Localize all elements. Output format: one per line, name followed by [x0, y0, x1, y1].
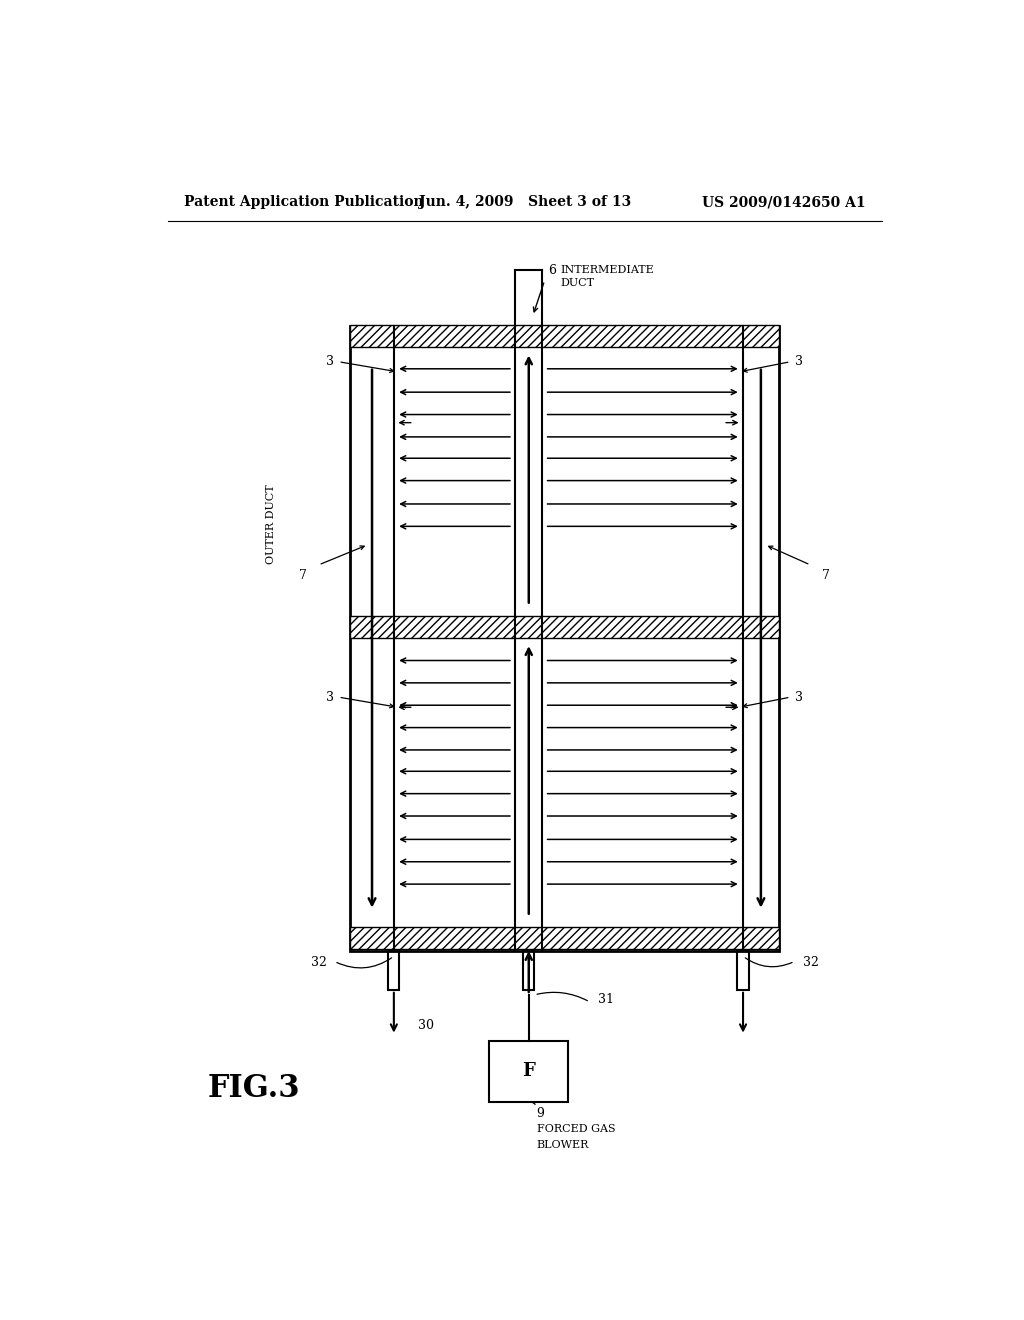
Text: 6: 6 [549, 264, 557, 277]
Text: 7: 7 [822, 569, 830, 582]
Text: 7: 7 [299, 569, 306, 582]
Text: 3: 3 [795, 690, 803, 704]
Text: F: F [522, 1063, 536, 1080]
Text: 30: 30 [418, 1019, 434, 1032]
Text: OUTER DUCT: OUTER DUCT [266, 484, 275, 564]
Text: INTERMEDIATE: INTERMEDIATE [560, 265, 654, 275]
Text: Jun. 4, 2009   Sheet 3 of 13: Jun. 4, 2009 Sheet 3 of 13 [419, 195, 631, 209]
Text: DUCT: DUCT [560, 279, 595, 288]
Text: 9: 9 [537, 1106, 545, 1119]
Text: 3: 3 [327, 355, 334, 368]
Bar [350, 927, 778, 949]
Text: US 2009/0142650 A1: US 2009/0142650 A1 [702, 195, 866, 209]
Text: 31: 31 [598, 994, 613, 1006]
Bar [350, 615, 778, 638]
Bar [350, 325, 778, 347]
Text: 3: 3 [795, 355, 803, 368]
Bar [523, 952, 535, 990]
Text: FIG.3: FIG.3 [207, 1073, 300, 1104]
Text: FORCED GAS: FORCED GAS [537, 1125, 615, 1134]
Bar [350, 326, 778, 952]
Text: 3: 3 [327, 690, 334, 704]
Text: 32: 32 [310, 956, 327, 969]
Bar [489, 1040, 568, 1102]
Text: BLOWER: BLOWER [537, 1140, 589, 1150]
Text: Patent Application Publication: Patent Application Publication [183, 195, 423, 209]
Bar [388, 952, 399, 990]
Text: 32: 32 [803, 956, 818, 969]
Bar [737, 952, 749, 990]
